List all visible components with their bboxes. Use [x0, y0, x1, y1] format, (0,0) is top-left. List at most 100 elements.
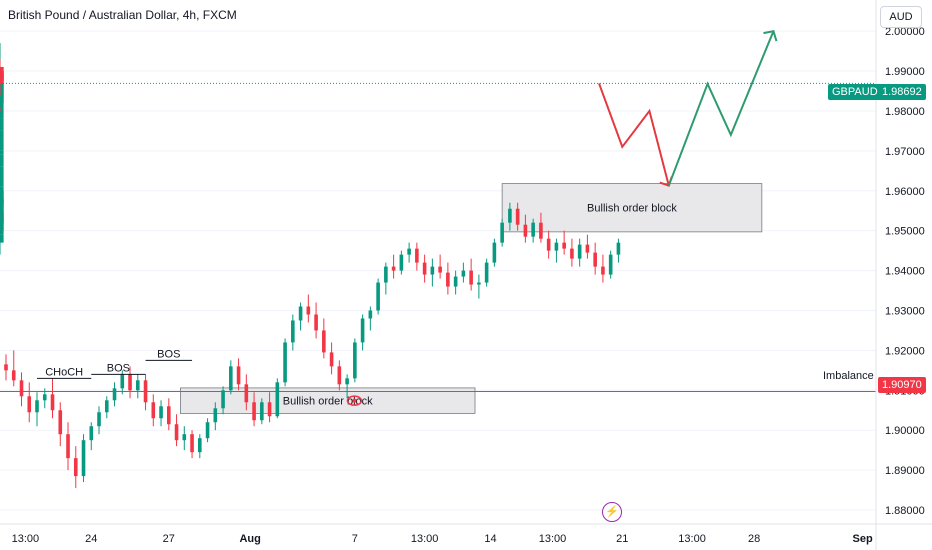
y-tick-label: 1.89000: [885, 465, 925, 477]
candle: [213, 402, 218, 431]
candle-body: [306, 306, 311, 315]
candle-body: [585, 244, 590, 253]
candle: [112, 382, 117, 407]
candle: [531, 218, 535, 243]
candle-body: [275, 382, 280, 417]
candle: [523, 214, 528, 243]
candle: [585, 234, 590, 259]
candle: [322, 318, 326, 359]
candle: [236, 358, 241, 391]
candle-body: [0, 75, 4, 103]
candle: [0, 182, 4, 219]
candle: [4, 354, 8, 381]
candle: [143, 374, 148, 411]
candle: [461, 262, 466, 283]
candle: [283, 338, 287, 387]
candle: [0, 150, 4, 175]
candle: [229, 360, 233, 395]
candle-body: [4, 364, 8, 371]
candle: [360, 314, 365, 351]
candle-body: [73, 458, 78, 477]
candle-body: [298, 306, 303, 321]
candle-body: [0, 234, 4, 243]
candle-body: [120, 374, 125, 389]
order-block-zone: [501, 183, 763, 233]
candle-body: [345, 378, 349, 385]
candle: [484, 258, 489, 287]
x-tick-label: 13:00: [12, 533, 40, 545]
candle-body: [198, 438, 202, 453]
candle: [446, 262, 450, 295]
candle: [0, 63, 4, 84]
candle-body: [453, 276, 458, 287]
candle: [174, 414, 179, 447]
candle: [314, 302, 318, 339]
candle: [415, 242, 419, 271]
candle-body: [360, 318, 365, 343]
candle-body: [0, 154, 4, 167]
x-tick-label: 21: [616, 533, 628, 545]
candle-body: [205, 422, 210, 439]
candle-body: [500, 222, 504, 243]
structure-labels: CHoCH BOS BOS: [37, 348, 193, 379]
candle: [151, 394, 156, 427]
candle-body: [337, 366, 342, 385]
y-axis[interactable]: 2.00000 1.99000 1.98000 1.97000 1.96000 1.950…: [875, 0, 925, 550]
candle: [11, 350, 16, 387]
candle: [430, 258, 435, 287]
candle: [608, 250, 613, 279]
x-axis[interactable]: 13:00 24 27 Aug 7 13:00 14 13:00 21 13:00 28 Sep: [0, 523, 932, 545]
candle-body: [81, 440, 86, 477]
y-tick-label: 1.99000: [885, 66, 925, 78]
candle-body: [368, 310, 373, 319]
candle-body: [508, 208, 512, 223]
y-tick-label: 1.96000: [885, 186, 925, 198]
candle: [0, 230, 4, 255]
projection-down-line: [598, 83, 670, 186]
lightning-icon[interactable]: ⚡: [602, 502, 622, 522]
candle-body: [0, 118, 4, 131]
candle: [407, 242, 411, 263]
candle: [353, 338, 357, 383]
candle: [135, 374, 140, 399]
y-tick-label: 1.95000: [885, 226, 925, 238]
candle: [104, 396, 109, 419]
eye-icon: [346, 395, 363, 406]
candle-body: [477, 282, 481, 285]
grid-lines: [0, 30, 876, 511]
candle: [329, 342, 334, 375]
candle-body: [159, 406, 163, 419]
candle: [291, 314, 295, 351]
candle: [306, 294, 311, 323]
x-tick-label: 28: [748, 533, 760, 545]
candle-body: [260, 402, 264, 421]
candle-body: [0, 212, 4, 219]
candle-body: [384, 266, 388, 283]
candle-body: [89, 426, 94, 441]
candle-body: [608, 254, 613, 275]
currency-button[interactable]: AUD: [880, 6, 922, 28]
order-block-zone: [180, 387, 476, 414]
x-tick-label: 27: [163, 533, 175, 545]
candle: [500, 218, 504, 247]
candle: [345, 374, 349, 399]
candle: [601, 254, 605, 283]
candle: [260, 398, 264, 425]
candle: [198, 434, 202, 459]
candle-body: [438, 266, 442, 273]
candle-body: [546, 238, 551, 251]
candle-body: [0, 218, 4, 231]
candle: [554, 238, 559, 263]
candle: [19, 372, 24, 407]
candle: [0, 71, 4, 107]
candle-body: [562, 242, 566, 249]
candle-body: [531, 222, 535, 237]
candle: [539, 212, 543, 243]
candle: [0, 71, 4, 95]
order-block-label: Bullish order block: [587, 203, 677, 215]
y-tick-label: 1.98000: [885, 106, 925, 118]
candle: [0, 114, 4, 143]
candle: [0, 122, 4, 159]
x-tick-label: Aug: [239, 533, 260, 545]
